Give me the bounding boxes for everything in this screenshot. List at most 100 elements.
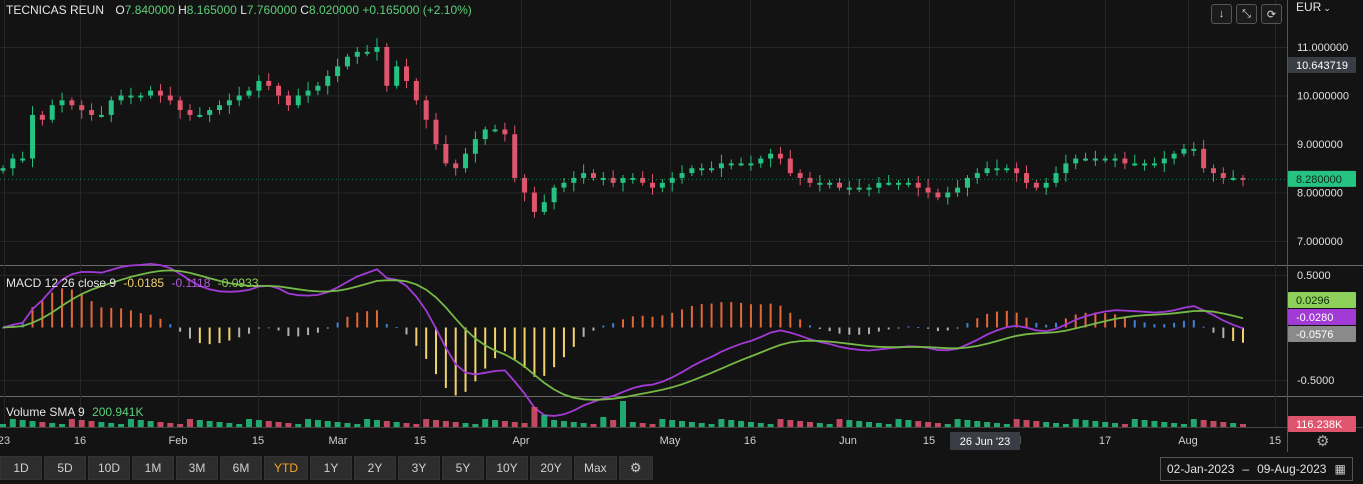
candle-body[interactable]: [846, 187, 852, 190]
fullscreen-icon[interactable]: ⤡: [1236, 4, 1257, 24]
candle-body[interactable]: [335, 66, 341, 77]
candle-body[interactable]: [1053, 173, 1059, 183]
timeframe-10d[interactable]: 10D: [88, 456, 131, 480]
candle-body[interactable]: [1004, 168, 1010, 171]
candle-body[interactable]: [738, 163, 744, 166]
candle-body[interactable]: [1220, 173, 1226, 178]
candle-body[interactable]: [620, 177, 626, 183]
candle-body[interactable]: [876, 182, 882, 188]
candle-body[interactable]: [89, 110, 95, 115]
candle-body[interactable]: [512, 134, 518, 178]
candle-body[interactable]: [679, 173, 685, 178]
candle-body[interactable]: [118, 95, 124, 101]
candle-body[interactable]: [49, 105, 55, 120]
candle-body[interactable]: [571, 177, 577, 183]
candle-body[interactable]: [217, 105, 223, 111]
candle-body[interactable]: [69, 100, 75, 106]
candle-body[interactable]: [610, 177, 616, 183]
candle-body[interactable]: [827, 182, 833, 185]
candle-body[interactable]: [0, 168, 6, 171]
candle-body[interactable]: [443, 144, 449, 164]
candle-body[interactable]: [945, 192, 951, 198]
candle-body[interactable]: [187, 110, 193, 115]
candle-body[interactable]: [531, 192, 537, 212]
candle-body[interactable]: [1033, 182, 1039, 188]
candle-body[interactable]: [502, 129, 508, 135]
candle-body[interactable]: [915, 182, 921, 188]
candle-body[interactable]: [1161, 158, 1167, 164]
candle-body[interactable]: [354, 51, 360, 57]
candle-body[interactable]: [384, 47, 390, 86]
candle-body[interactable]: [1122, 158, 1128, 164]
candle-body[interactable]: [787, 158, 793, 174]
candle-body[interactable]: [1083, 158, 1089, 161]
candle-body[interactable]: [718, 163, 724, 169]
candle-body[interactable]: [581, 173, 587, 178]
candle-body[interactable]: [797, 173, 803, 178]
candle-body[interactable]: [994, 168, 1000, 171]
timeframe-1y[interactable]: 1Y: [310, 456, 353, 480]
candle-body[interactable]: [325, 76, 331, 86]
candle-body[interactable]: [285, 95, 291, 106]
candle-body[interactable]: [1023, 173, 1029, 183]
candle-body[interactable]: [59, 100, 65, 106]
candle-body[interactable]: [669, 177, 675, 183]
candle-body[interactable]: [748, 163, 754, 166]
timeframe-5y[interactable]: 5Y: [442, 456, 485, 480]
candle-body[interactable]: [640, 177, 646, 183]
timeframe-1m[interactable]: 1M: [132, 456, 175, 480]
candle-body[interactable]: [955, 187, 961, 193]
candle-body[interactable]: [1073, 158, 1079, 164]
timeframe-20y[interactable]: 20Y: [530, 456, 573, 480]
candle-body[interactable]: [807, 177, 813, 183]
candle-body[interactable]: [413, 80, 419, 101]
candle-body[interactable]: [364, 51, 370, 54]
settings-gear-icon[interactable]: ⚙: [1316, 433, 1330, 450]
candle-body[interactable]: [305, 90, 311, 96]
candle-body[interactable]: [315, 85, 321, 91]
candle-body[interactable]: [246, 90, 252, 96]
timeframe-1d[interactable]: 1D: [0, 456, 42, 480]
candle-body[interactable]: [541, 202, 547, 212]
timeframe-5d[interactable]: 5D: [44, 456, 86, 480]
candle-body[interactable]: [39, 114, 45, 120]
candle-body[interactable]: [394, 66, 400, 86]
candle-body[interactable]: [403, 66, 409, 81]
candle-body[interactable]: [266, 80, 272, 86]
candle-body[interactable]: [374, 47, 380, 52]
timeframe-max[interactable]: Max: [574, 456, 617, 480]
candle-body[interactable]: [197, 114, 203, 117]
candle-body[interactable]: [984, 168, 990, 174]
candle-body[interactable]: [522, 177, 528, 193]
candle-body[interactable]: [1112, 158, 1118, 161]
candle-body[interactable]: [1063, 163, 1069, 174]
candle-body[interactable]: [10, 158, 16, 169]
candle-body[interactable]: [964, 177, 970, 188]
timeframe-3y[interactable]: 3Y: [398, 456, 441, 480]
download-icon[interactable]: ↓: [1211, 4, 1232, 24]
candle-body[interactable]: [974, 173, 980, 178]
candle-body[interactable]: [905, 182, 911, 185]
candle-body[interactable]: [590, 173, 596, 178]
candle-body[interactable]: [1102, 158, 1108, 161]
candle-body[interactable]: [79, 105, 85, 111]
candle-body[interactable]: [659, 182, 665, 188]
candle-body[interactable]: [777, 153, 783, 159]
candle-body[interactable]: [482, 129, 488, 140]
candle-body[interactable]: [866, 187, 872, 190]
candle-body[interactable]: [1201, 148, 1207, 169]
candle-body[interactable]: [709, 168, 715, 171]
timeframe-6m[interactable]: 6M: [220, 456, 263, 480]
candle-body[interactable]: [138, 95, 144, 98]
candle-body[interactable]: [1240, 177, 1246, 180]
timeframe-settings-icon[interactable]: ⚙: [618, 456, 653, 480]
candle-body[interactable]: [472, 139, 478, 154]
candle-body[interactable]: [1191, 148, 1197, 151]
candle-body[interactable]: [689, 168, 695, 174]
refresh-icon[interactable]: ⟳: [1261, 4, 1282, 24]
candle-body[interactable]: [1151, 163, 1157, 166]
candle-body[interactable]: [551, 187, 557, 203]
candle-body[interactable]: [256, 80, 262, 91]
candle-body[interactable]: [167, 95, 173, 101]
